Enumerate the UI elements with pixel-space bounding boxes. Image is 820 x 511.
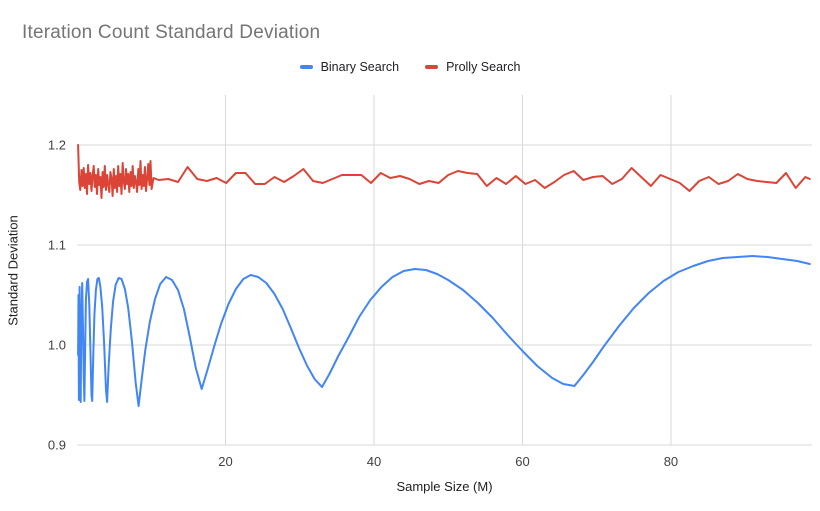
x-tick-label: 20 — [218, 454, 232, 469]
prolly-search-line-swatch-icon — [425, 64, 439, 69]
y-tick-label: 1.1 — [48, 238, 66, 253]
legend-label-binary-search: Binary Search — [320, 59, 400, 74]
x-tick-label: 80 — [664, 454, 678, 469]
legend-item-prolly-search[interactable]: Prolly Search — [425, 60, 520, 74]
series-line-binary-search[interactable] — [77, 255, 811, 407]
legend-item-binary-search[interactable]: Binary Search — [299, 59, 400, 74]
x-tick-label: 40 — [367, 454, 381, 469]
x-axis-title: Sample Size (M) — [396, 479, 493, 494]
chart-title: Iteration Count Standard Deviation — [22, 22, 321, 43]
y-axis-title: Standard Deviation — [5, 215, 21, 326]
x-tick-label: 60 — [515, 454, 529, 469]
binary-search-line-swatch-icon — [299, 64, 313, 69]
y-tick-label: 0.9 — [48, 438, 66, 453]
series-line-prolly-search[interactable] — [77, 144, 811, 199]
legend: Binary Search Prolly Search — [0, 58, 820, 75]
y-tick-label: 1.2 — [48, 138, 66, 153]
legend-label-prolly-search: Prolly Search — [446, 59, 521, 74]
y-tick-label: 1.0 — [48, 338, 66, 353]
